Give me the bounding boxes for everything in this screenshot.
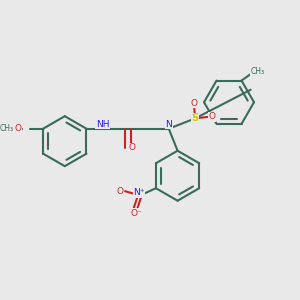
Text: CH₃: CH₃	[0, 124, 14, 133]
Text: O: O	[190, 99, 197, 108]
Text: NH: NH	[96, 120, 110, 129]
Text: CH₃: CH₃	[250, 67, 265, 76]
Text: N: N	[165, 120, 172, 129]
Text: O: O	[14, 124, 21, 133]
Text: O: O	[116, 187, 123, 196]
Text: O: O	[128, 143, 136, 152]
Text: O⁻: O⁻	[131, 209, 143, 218]
Text: S: S	[192, 113, 199, 123]
Text: N⁺: N⁺	[134, 188, 145, 197]
Text: O: O	[208, 112, 215, 122]
